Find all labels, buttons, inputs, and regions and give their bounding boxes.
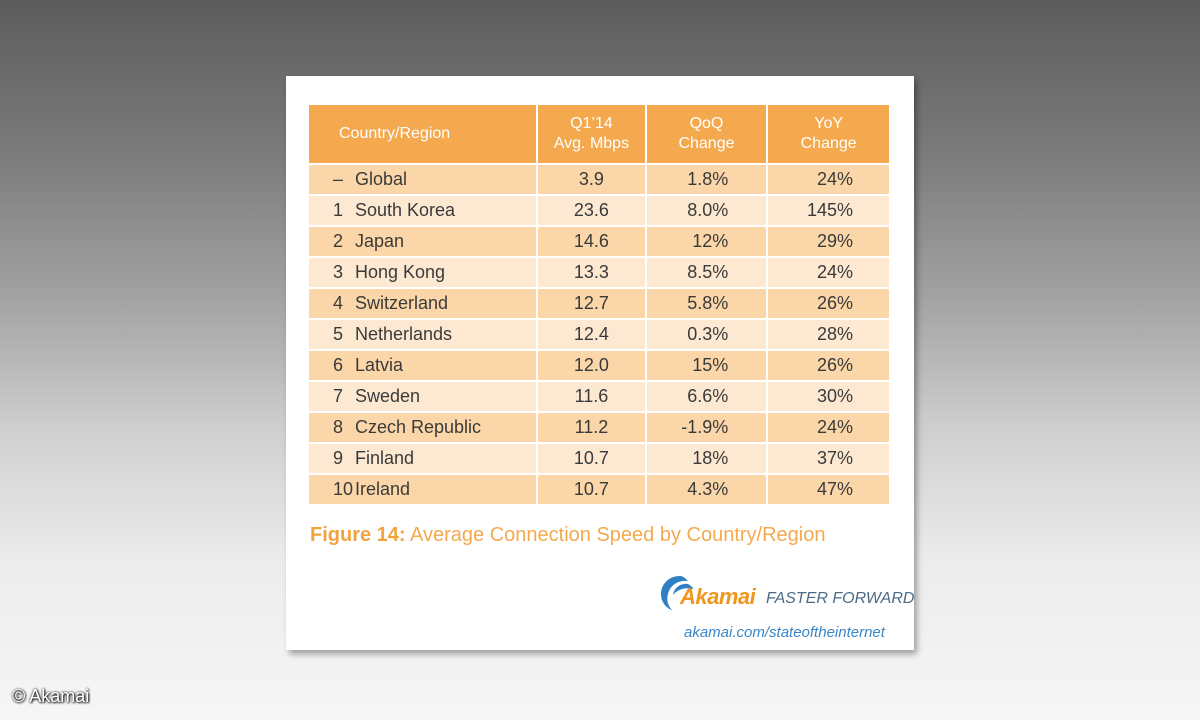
table-row: 2 Japan 14.6 12% 29% (309, 225, 889, 257)
figure-title: Average Connection Speed by Country/Regi… (410, 524, 826, 546)
cell-mbps: 12.7 (536, 287, 646, 319)
cell-country: Latvia (354, 349, 538, 381)
cell-country: Ireland (354, 473, 538, 504)
cell-country: Netherlands (354, 318, 538, 350)
cell-yoy: 37% (766, 442, 889, 474)
cell-country: Hong Kong (354, 256, 538, 288)
cell-rank: – (309, 163, 355, 195)
cell-country: Finland (354, 442, 538, 474)
cell-qoq: 18% (644, 442, 768, 474)
brand-tagline: FASTER FORWARD (766, 590, 915, 607)
header-qoq-line2: Change (678, 135, 735, 152)
table-header-row: Country/Region Q1’14 Avg. Mbps QoQ Chang… (309, 105, 889, 164)
header-country-label: Country/Region (339, 125, 451, 142)
cell-mbps: 12.0 (536, 349, 646, 381)
copyright-notice: © Akamai (12, 686, 90, 706)
cell-qoq: 12% (644, 225, 768, 257)
cell-yoy: 145% (766, 194, 889, 226)
speed-table: Country/Region Q1’14 Avg. Mbps QoQ Chang… (309, 105, 889, 504)
cell-qoq: 4.3% (644, 473, 768, 504)
header-mbps-line1: Q1’14 (570, 115, 613, 132)
header-country: Country/Region (309, 105, 538, 164)
header-qoq-line1: QoQ (689, 115, 724, 132)
cell-mbps: 13.3 (536, 256, 646, 288)
cell-yoy: 47% (766, 473, 889, 504)
table-row: 5 Netherlands 12.4 0.3% 28% (309, 318, 889, 350)
cell-mbps: 11.6 (536, 380, 646, 412)
table-row: 9 Finland 10.7 18% 37% (309, 442, 889, 474)
figure-caption: Figure 14: Average Connection Speed by C… (310, 524, 826, 547)
cell-rank: 9 (309, 442, 355, 474)
cell-yoy: 26% (766, 349, 889, 381)
header-qoq: QoQ Change (644, 105, 768, 164)
header-yoy-line2: Change (800, 135, 857, 152)
header-yoy-line1: YoY (814, 115, 844, 132)
cell-mbps: 14.6 (536, 225, 646, 257)
figure-card: Country/Region Q1’14 Avg. Mbps QoQ Chang… (286, 76, 914, 650)
cell-qoq: 5.8% (644, 287, 768, 319)
table-row: 7 Sweden 11.6 6.6% 30% (309, 380, 889, 412)
cell-rank: 4 (309, 287, 355, 319)
cell-yoy: 24% (766, 256, 889, 288)
cell-rank: 10 (309, 473, 355, 504)
cell-yoy: 30% (766, 380, 889, 412)
table-row: 8 Czech Republic 11.2 -1.9% 24% (309, 411, 889, 443)
table-row: 10 Ireland 10.7 4.3% 47% (309, 473, 889, 504)
cell-qoq: 8.5% (644, 256, 768, 288)
cell-country: Czech Republic (354, 411, 538, 443)
cell-yoy: 28% (766, 318, 889, 350)
cell-mbps: 23.6 (536, 194, 646, 226)
figure-label: Figure 14: (310, 524, 406, 546)
header-yoy: YoY Change (766, 105, 889, 164)
akamai-swoosh-icon (661, 576, 694, 610)
table-row: 4 Switzerland 12.7 5.8% 26% (309, 287, 889, 319)
akamai-brand: Akamai FASTER FORWARD (658, 572, 914, 616)
header-mbps-line2: Avg. Mbps (553, 135, 630, 152)
cell-rank: 3 (309, 256, 355, 288)
cell-country: Global (354, 163, 538, 195)
cell-rank: 7 (309, 380, 355, 412)
cell-qoq: -1.9% (644, 411, 768, 443)
cell-country: Switzerland (354, 287, 538, 319)
cell-rank: 8 (309, 411, 355, 443)
table-row: 6 Latvia 12.0 15% 26% (309, 349, 889, 381)
brand-name: Akamai (680, 584, 756, 609)
cell-rank: 1 (309, 194, 355, 226)
table-row: – Global 3.9 1.8% 24% (309, 163, 889, 195)
cell-qoq: 6.6% (644, 380, 768, 412)
table-row: 1 South Korea 23.6 8.0% 145% (309, 194, 889, 226)
header-mbps: Q1’14 Avg. Mbps (536, 105, 646, 164)
cell-mbps: 3.9 (536, 163, 646, 195)
cell-country: South Korea (354, 194, 538, 226)
cell-qoq: 15% (644, 349, 768, 381)
brand-url-link[interactable]: akamai.com/stateoftheinternet (684, 624, 885, 641)
cell-rank: 5 (309, 318, 355, 350)
cell-rank: 6 (309, 349, 355, 381)
cell-mbps: 11.2 (536, 411, 646, 443)
cell-yoy: 24% (766, 411, 889, 443)
cell-country: Sweden (354, 380, 538, 412)
table-row: 3 Hong Kong 13.3 8.5% 24% (309, 256, 889, 288)
cell-rank: 2 (309, 225, 355, 257)
cell-yoy: 24% (766, 163, 889, 195)
cell-qoq: 8.0% (644, 194, 768, 226)
table-body: – Global 3.9 1.8% 24% 1 South Korea 23.6 8.0% 145… (309, 163, 889, 504)
cell-country: Japan (354, 225, 538, 257)
cell-qoq: 0.3% (644, 318, 768, 350)
cell-yoy: 26% (766, 287, 889, 319)
cell-mbps: 10.7 (536, 442, 646, 474)
cell-yoy: 29% (766, 225, 889, 257)
cell-mbps: 12.4 (536, 318, 646, 350)
cell-qoq: 1.8% (644, 163, 768, 195)
cell-mbps: 10.7 (536, 473, 646, 504)
